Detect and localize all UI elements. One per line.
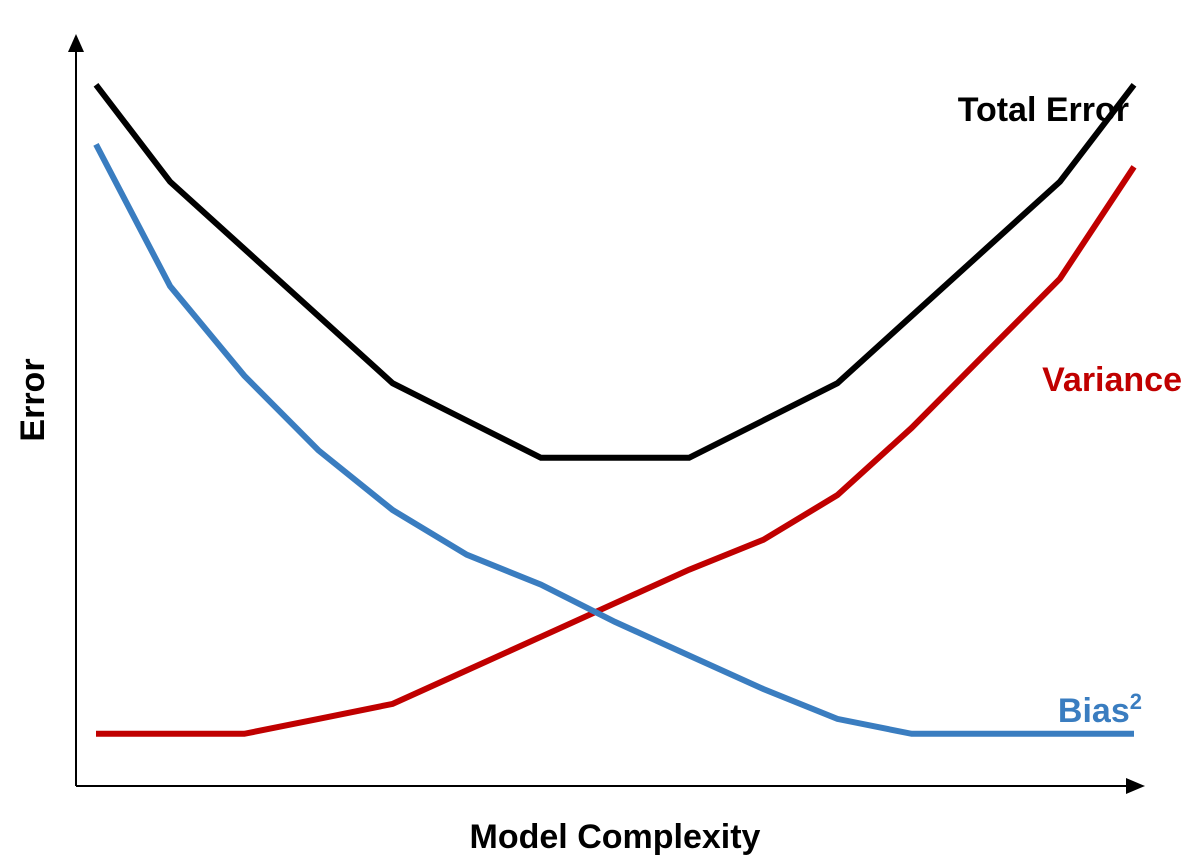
series-label-total-error: Total Error — [958, 91, 1129, 129]
y-axis-arrow — [68, 34, 84, 52]
series-label-variance: Variance — [1042, 361, 1182, 399]
series-layer — [93, 82, 1137, 737]
series-label-bias-main: Bias — [1058, 692, 1130, 730]
series-line-variance — [96, 165, 1137, 737]
series-line-bias2 — [93, 143, 1134, 737]
y-axis-title: Error — [14, 358, 52, 441]
series-label-bias-superscript: 2 — [1130, 689, 1142, 714]
x-axis-title: Model Complexity — [470, 818, 761, 856]
series-line-total-error — [93, 82, 1137, 461]
series-label-bias-squared: Bias2 — [1058, 689, 1142, 730]
x-axis-arrow — [1126, 778, 1145, 794]
